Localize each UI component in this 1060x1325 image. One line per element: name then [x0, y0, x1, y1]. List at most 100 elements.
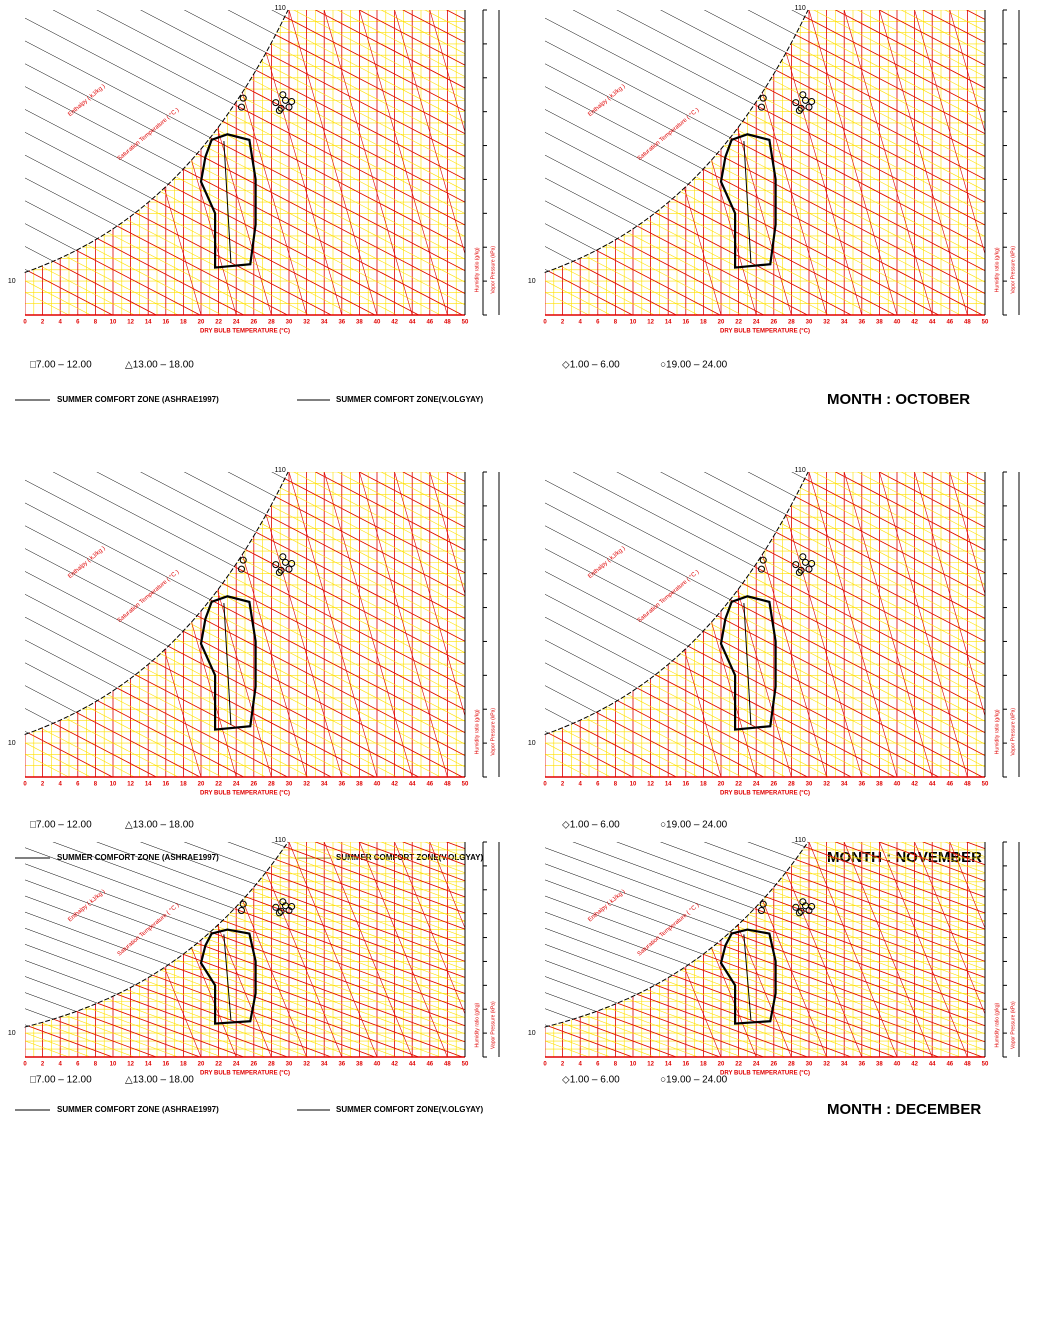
grid-line [25, 842, 465, 1057]
observation [275, 569, 283, 577]
grid-line [25, 662, 113, 777]
x-tick-label: 14 [665, 320, 672, 326]
x-tick-label: 6 [76, 782, 80, 788]
grid-line [25, 63, 376, 315]
grid-line [25, 842, 465, 1057]
x-tick-label: 18 [700, 320, 707, 326]
grid-line [25, 842, 465, 1057]
x-tick-label: 40 [894, 1062, 901, 1068]
grid-line [25, 895, 289, 1027]
grid-line [25, 10, 289, 273]
x-tick-label: 44 [409, 320, 416, 326]
saturation-curve [24, 9, 289, 274]
grid-line [25, 490, 441, 777]
grid-line [25, 108, 288, 273]
observation [799, 91, 807, 99]
legend-olgyay: SUMMER COMFORT ZONE(V.OLGYAY) [336, 853, 483, 862]
grid-line [25, 472, 289, 735]
humidity-title: Humidity ratio (g/kg) [474, 247, 480, 292]
x-tick-label: 32 [823, 782, 830, 788]
grid-line [545, 842, 809, 1027]
x-tick-label: 4 [579, 782, 583, 788]
x-tick-label: 50 [982, 320, 989, 326]
x-tick-label: 8 [614, 320, 618, 326]
grid-line [545, 472, 985, 777]
observation [792, 561, 800, 569]
observation [288, 98, 296, 105]
comfort-zone-line [223, 141, 232, 264]
grid-line [545, 177, 677, 315]
chart-grid [25, 10, 588, 315]
grid-line [25, 472, 465, 777]
grid-line [25, 472, 465, 777]
x-tick-label: 28 [268, 1062, 275, 1068]
x-tick-label: 14 [145, 782, 152, 788]
grid-line [545, 472, 985, 777]
x-tick-label: 28 [788, 782, 795, 788]
grid-line [25, 10, 465, 315]
x-axis-title: DRY BULB TEMPERATURE (°C) [200, 329, 290, 335]
grid-line [25, 10, 465, 315]
grid-line [25, 472, 465, 777]
grid-line [25, 10, 465, 315]
grid-line [500, 10, 588, 315]
x-tick-label: 46 [426, 782, 433, 788]
saturation-title: Saturation Temperature ( °C ) [637, 569, 701, 624]
grid-line [545, 842, 985, 1057]
grid-line [545, 472, 985, 777]
x-tick-label: 6 [76, 320, 80, 326]
vapor-title: Vapor Pressure (kPa) [1010, 1001, 1016, 1049]
x-tick-label: 4 [579, 320, 583, 326]
grid-line [808, 842, 898, 1057]
enthalpy-bottom: 10 [8, 740, 16, 747]
grid-line [25, 222, 69, 315]
x-tick-label: 32 [303, 1062, 310, 1068]
x-tick-label: 42 [391, 320, 398, 326]
grid-line [500, 472, 588, 777]
grid-line [25, 10, 465, 315]
grid-line [545, 842, 809, 1027]
x-tick-label: 42 [391, 782, 398, 788]
grid-line [545, 472, 809, 735]
x-tick-label: 34 [321, 1062, 328, 1068]
x-tick-label: 2 [41, 782, 45, 788]
grid-line [545, 472, 809, 735]
x-tick-label: 0 [23, 782, 27, 788]
grid-line [25, 842, 465, 1057]
x-tick-label: 18 [180, 1062, 187, 1068]
enthalpy-top: 110 [795, 5, 806, 12]
grid-line [545, 842, 985, 1057]
observation [799, 553, 807, 561]
observation [237, 906, 245, 914]
grid-line [545, 842, 985, 1057]
grid-line [25, 842, 465, 1057]
observation [795, 569, 803, 577]
grid-line [25, 616, 201, 777]
grid-line [545, 10, 985, 315]
grid-line [394, 10, 465, 315]
legend-ashrae: SUMMER COMFORT ZONE (ASHRAE1997) [57, 853, 219, 862]
grid-line [808, 472, 898, 777]
x-tick-label: 24 [753, 782, 760, 788]
grid-line [545, 472, 985, 777]
grid-line [25, 10, 465, 315]
saturation-curve [544, 9, 809, 274]
grid-line [545, 10, 985, 315]
grid-line [25, 472, 465, 777]
grid-line [25, 472, 465, 777]
grid-line [25, 842, 465, 1057]
grid-line [545, 479, 809, 735]
grid-line [25, 472, 465, 777]
grid-line [25, 472, 289, 735]
grid-line [500, 842, 588, 1057]
grid-line [25, 10, 465, 315]
x-tick-label: 8 [94, 320, 98, 326]
grid-line [545, 472, 985, 777]
grid-line [25, 10, 465, 315]
x-tick-label: 32 [823, 1062, 830, 1068]
grid-line [545, 472, 985, 777]
grid-line [25, 472, 289, 735]
grid-line [25, 650, 135, 777]
x-tick-label: 0 [543, 782, 547, 788]
grid-line [25, 842, 465, 1057]
